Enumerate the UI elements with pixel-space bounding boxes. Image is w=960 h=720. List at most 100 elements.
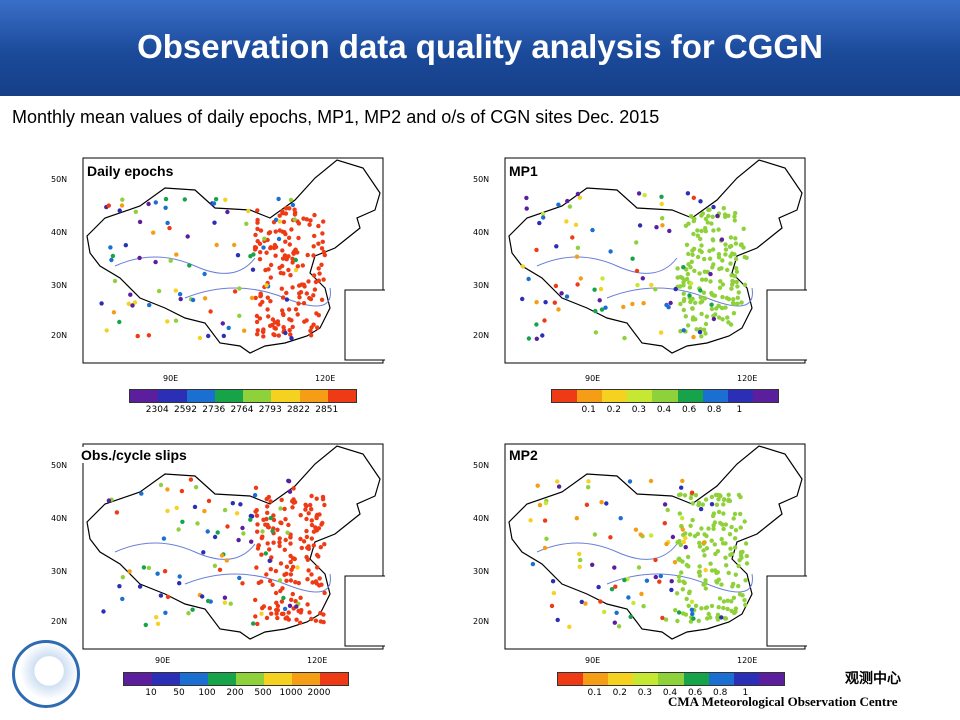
station-dot [250,267,256,272]
map-frame [82,157,384,364]
station-dot [309,518,314,523]
station-dot [709,538,714,543]
organization-name-chinese: 观测中心 [845,671,901,687]
station-dot [299,607,304,613]
station-dot [736,563,741,569]
station-dot [304,516,309,522]
colorbar-segment [683,673,709,685]
colorbar-segment [708,673,734,685]
station-dot [534,247,539,253]
colorbar-tick-label: 50 [173,688,185,698]
station-dot [535,483,540,488]
station-dot [575,245,581,250]
station-dot [266,231,272,236]
station-dot [685,191,691,196]
station-dot [265,504,270,509]
colorbar-tick-label: 2851 [315,405,339,415]
colorbar [123,672,349,686]
station-dot [176,527,181,532]
station-dot [621,304,626,310]
colorbar-segment [602,390,628,402]
station-dot [638,532,643,537]
station-dot [722,212,728,217]
station-dot [710,513,716,519]
station-dot [298,536,303,542]
colorbar-tick-label: 0.1 [587,688,602,698]
colorbar-tick-label: 0.6 [681,405,697,415]
lat-label: 40N [51,514,68,523]
station-dot [197,335,203,341]
station-dot [555,617,560,623]
station-dot [290,324,295,330]
colorbar-segment [652,390,678,402]
station-dot [117,319,122,325]
colorbar-tick-label: 0.2 [612,688,627,698]
station-dot [321,249,327,255]
station-dot [698,236,703,242]
colorbar-tick-label: 1000 [279,688,303,698]
station-dot [282,253,288,258]
station-dot [272,332,277,338]
station-dot [257,257,263,262]
station-dot [299,545,304,551]
station-dot [733,256,739,262]
station-dot [225,209,230,215]
station-dot [726,498,731,503]
station-dot [716,605,721,610]
station-dot [681,328,686,333]
station-dot [311,273,317,278]
colorbar-segment [558,673,584,685]
station-dot [309,507,314,512]
station-dot [281,271,286,276]
station-dot [736,583,741,589]
slide-subtitle: Monthly mean values of daily epochs, MP1… [12,107,660,127]
station-dot [253,485,259,490]
colorbar-segment [158,390,187,402]
station-dot [729,273,734,278]
station-dot [686,251,691,257]
station-dot [700,299,705,304]
station-dot [720,258,725,263]
station-dot [719,615,724,620]
station-dot [254,513,260,518]
lon-label: 120E [737,374,758,383]
station-dot [290,285,295,290]
station-dot [165,487,170,492]
station-dot [684,242,690,247]
station-dot [307,610,312,615]
station-dot [241,531,246,536]
station-dot [586,485,591,490]
station-dot [283,206,289,211]
colorbar-segment [152,673,180,685]
station-dot [309,616,314,622]
lat-label: 50N [51,461,68,470]
station-dot [240,581,245,586]
station-dot [238,502,243,507]
station-dot [537,502,543,508]
station-dot [117,208,122,213]
station-dot [290,256,295,261]
station-dot [265,510,270,515]
station-dot [275,319,281,324]
station-dot [690,248,695,253]
station-dot [268,499,273,504]
station-dot [678,301,683,307]
station-dot [165,508,170,514]
station-dot [291,500,296,505]
station-dot [161,536,167,541]
station-dot [703,216,709,222]
station-dot [311,543,316,548]
station-dot [292,207,297,212]
station-dot [681,283,686,288]
station-dot [290,260,295,265]
colorbar-segment [608,673,634,685]
station-dot [222,595,228,600]
station-dot [732,511,738,517]
station-dot [731,297,736,302]
station-dot [688,281,694,286]
station-dot [185,234,190,239]
station-dot [660,223,665,228]
station-dot [742,519,747,524]
station-dot [322,502,327,508]
station-dot [712,542,717,547]
